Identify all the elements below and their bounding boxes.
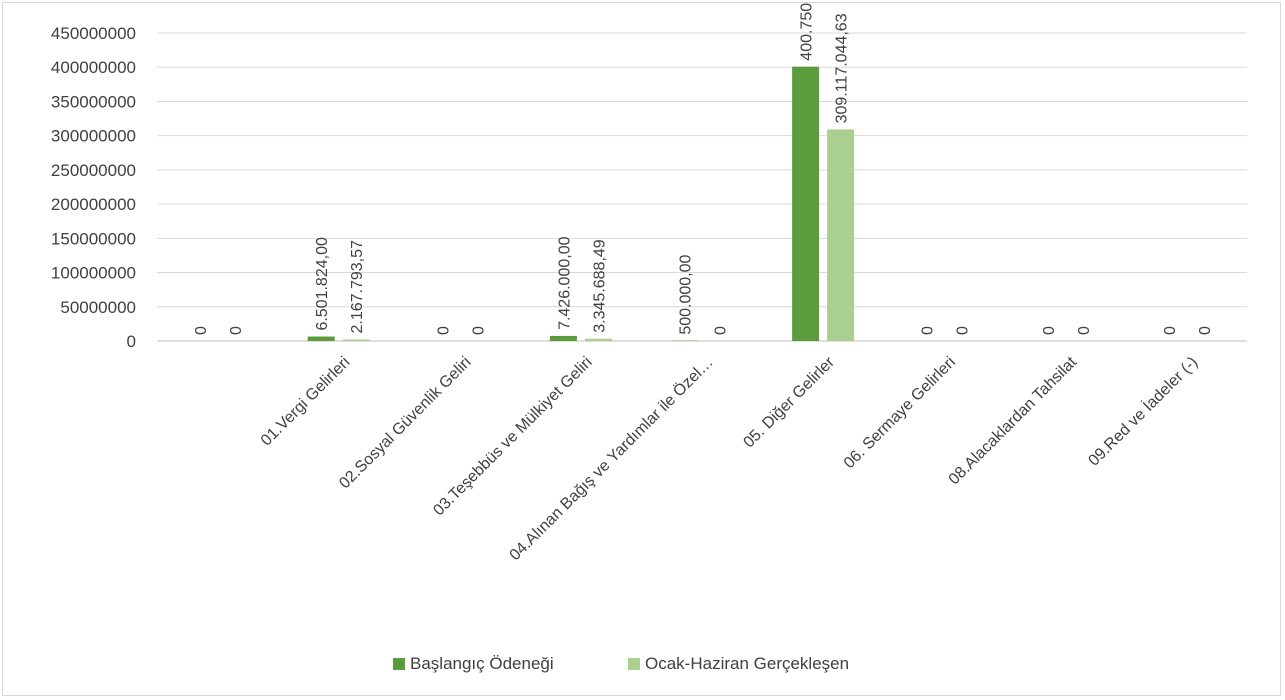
legend-swatch xyxy=(628,658,640,670)
y-tick-label: 100000000 xyxy=(51,264,136,283)
data-label: 0 xyxy=(193,326,210,335)
data-label: 0 xyxy=(470,326,487,335)
bar xyxy=(307,336,335,341)
data-label: 0 xyxy=(713,326,730,335)
category-label: 08.Alacaklardan Tahsilat xyxy=(946,353,1081,488)
y-tick-label: 200000000 xyxy=(51,195,136,214)
data-label: 0 xyxy=(1162,326,1179,335)
data-label: 6.501.824,00 xyxy=(314,237,331,331)
legend-label: Ocak-Haziran Gerçekleşen xyxy=(645,654,849,673)
data-label: 0 xyxy=(1076,326,1093,335)
y-tick-label: 450000000 xyxy=(51,24,136,43)
category-label: 06. Sermaye Gelirleri xyxy=(841,354,959,472)
data-label: 0 xyxy=(955,326,972,335)
data-label: 0 xyxy=(920,326,937,335)
data-label: 0 xyxy=(1041,326,1058,335)
data-label: 7.426.000,00 xyxy=(556,236,573,330)
bars xyxy=(307,66,855,341)
legend-label: Başlangıç Ödeneği xyxy=(410,654,554,673)
data-label: 400.750.000,00 xyxy=(799,3,816,61)
category-label: 09.Red ve İadeler (-) xyxy=(1084,352,1201,469)
data-label: 3.345.688,49 xyxy=(591,239,608,333)
bar xyxy=(584,338,612,341)
data-label: 0 xyxy=(228,326,245,335)
category-label: 04.Alınan Bağış ve Yardımlar ile Özel… xyxy=(506,353,717,564)
y-tick-label: 150000000 xyxy=(51,229,136,248)
data-label: 0 xyxy=(435,326,452,335)
y-tick-label: 350000000 xyxy=(51,92,136,111)
y-tick-label: 400000000 xyxy=(51,58,136,77)
legend-swatch xyxy=(393,658,405,670)
y-axis-ticks: 0 50000000 100000000 150000000 200000000 2500… xyxy=(51,24,136,351)
gridlines xyxy=(157,32,1247,342)
bar xyxy=(549,335,577,341)
data-labels: 0 0 6.501.824,00 2.167.793,57 0 0 7.426.000,00… xyxy=(193,3,1214,335)
bar xyxy=(792,66,820,341)
data-label: 0 xyxy=(1197,326,1214,335)
legend: Başlangıç Ödeneği Ocak-Haziran Gerçekleşe… xyxy=(393,654,849,673)
y-tick-label: 250000000 xyxy=(51,161,136,180)
bar-chart: 0 50000000 100000000 150000000 200000000 2500… xyxy=(51,3,1247,673)
category-label: 02.Sosyal Güvenlik Geliri xyxy=(336,354,474,492)
data-label: 309.117.044,63 xyxy=(834,13,851,123)
bar xyxy=(342,339,370,341)
category-label: 05. Diğer Gelirler xyxy=(740,353,838,451)
y-tick-label: 50000000 xyxy=(60,298,136,317)
data-label: 500.000,00 xyxy=(678,254,695,334)
y-tick-label: 300000000 xyxy=(51,127,136,146)
bar xyxy=(827,129,855,341)
data-label: 2.167.793,57 xyxy=(349,240,366,334)
y-tick-label: 0 xyxy=(127,332,136,351)
category-label: 01.Vergi Gelirleri xyxy=(258,354,354,450)
